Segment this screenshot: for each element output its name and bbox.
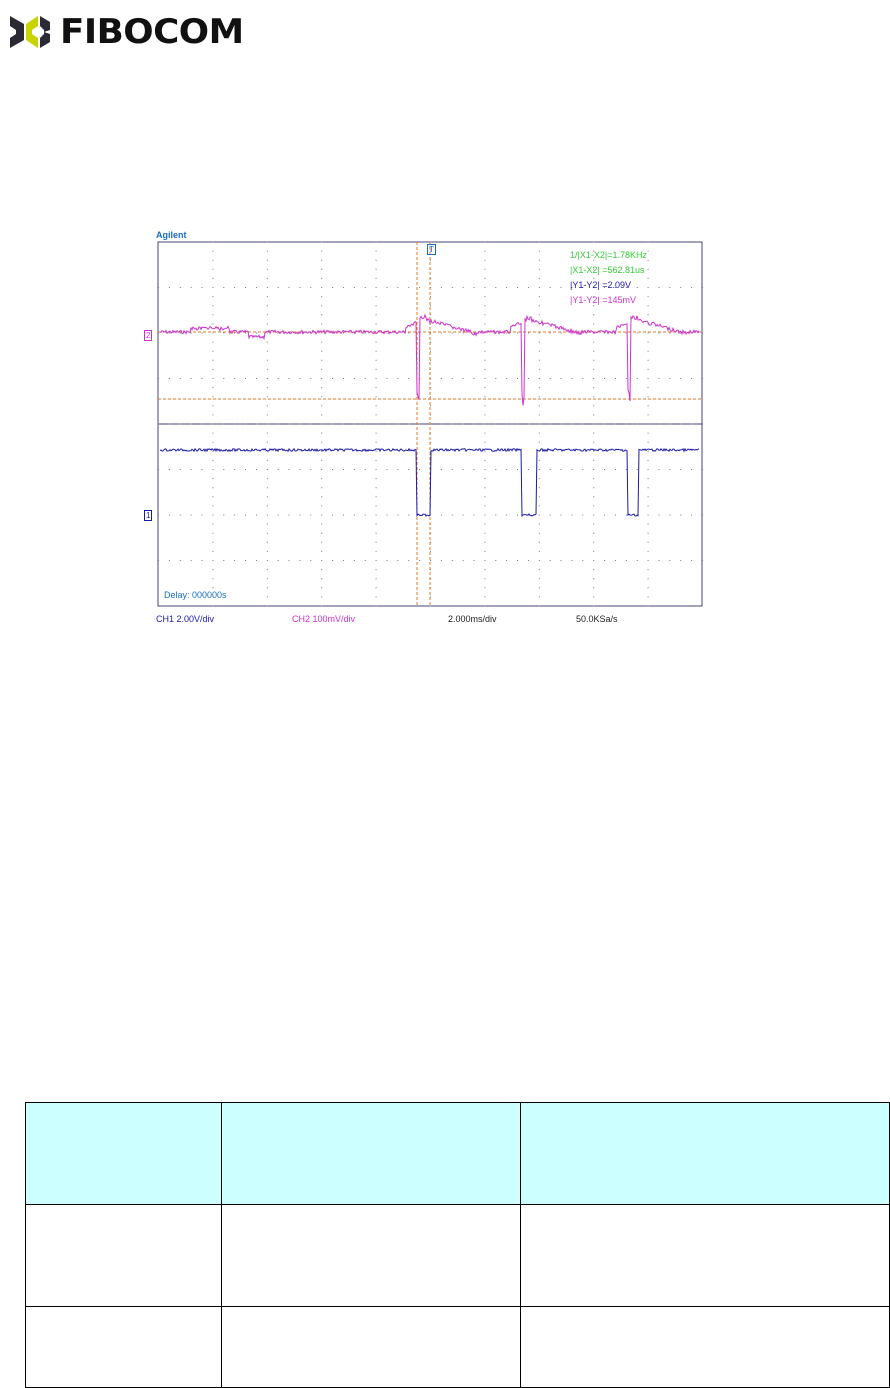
table-cell <box>221 1204 521 1307</box>
table-row <box>25 1306 890 1388</box>
logo-wordmark: FIBOCOM <box>60 12 244 52</box>
fibocom-logo-icon <box>10 16 50 48</box>
scope-grid-dots <box>158 241 703 607</box>
ch1-scale: CH1 2.00V/div <box>156 614 215 624</box>
table-cell <box>221 1306 521 1388</box>
measurement-dy-ch2: |Y1-Y2| =145mV <box>570 295 636 305</box>
trigger-cursor-label: T <box>427 244 436 255</box>
sample-rate: 50.0KSa/s <box>576 614 618 624</box>
spec-table <box>25 1102 890 1388</box>
scope-brand: Agilent <box>156 230 187 240</box>
table-header-cell <box>25 1102 222 1205</box>
timebase: 2.000ms/div <box>448 614 497 624</box>
ch2-trace <box>159 313 700 406</box>
table-cell <box>520 1306 890 1388</box>
measurement-dx: |X1-X2| =562.81us <box>570 265 645 275</box>
measurement-dy-ch1: |Y1-Y2| =2.09V <box>570 280 631 290</box>
ch2-scale: CH2 100mV/div <box>292 614 356 624</box>
ch2-marker: 2 <box>144 330 153 341</box>
oscilloscope-capture: Agilent 1/|X1-X2|=1.78KHz |X1-X2| =562.8… <box>140 228 710 628</box>
table-cell <box>25 1204 222 1307</box>
delay-readout: Delay: 000000s <box>164 590 227 600</box>
ch1-trace <box>159 447 700 518</box>
table-cell <box>520 1204 890 1307</box>
oscilloscope-display <box>157 241 703 607</box>
fibocom-logo: FIBOCOM <box>8 12 244 52</box>
table-cell <box>25 1306 222 1388</box>
table-row <box>25 1204 890 1307</box>
ch1-marker: 1 <box>144 510 153 521</box>
table-header-cell <box>520 1102 890 1205</box>
measurement-freq: 1/|X1-X2|=1.78KHz <box>570 250 647 260</box>
table-header-cell <box>221 1102 521 1205</box>
table-header-row <box>25 1102 890 1205</box>
